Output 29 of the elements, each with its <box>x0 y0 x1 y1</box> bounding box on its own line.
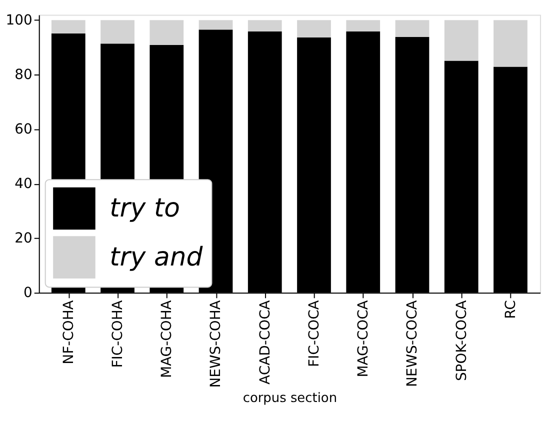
x-tick-label: NEWS-COCA <box>404 300 421 388</box>
y-tick-label: 20 <box>14 230 32 247</box>
x-tick-label: MAG-COCA <box>356 300 372 378</box>
bar <box>494 20 528 67</box>
y-tick-label: 40 <box>14 176 32 192</box>
bar <box>444 20 478 61</box>
bar <box>198 20 233 30</box>
y-tick-label: 60 <box>14 122 32 138</box>
x-axis-title: corpus section <box>242 390 338 406</box>
x-tick-label: NEWS-COHA <box>208 300 224 388</box>
bar <box>297 20 331 38</box>
x-tick-label: SPOK-COCA <box>454 300 470 382</box>
bar <box>51 20 86 34</box>
y-tick-label: 100 <box>6 12 32 29</box>
x-tick-label: MAG-COHA <box>159 300 176 378</box>
legend-label: try and <box>110 242 204 272</box>
bar <box>395 20 430 38</box>
bar <box>248 20 282 32</box>
bar <box>150 20 184 45</box>
x-tick-label: FIC-COCA <box>306 300 322 368</box>
bar <box>346 20 380 32</box>
x-tick-label: FIC-COHA <box>110 300 126 368</box>
legend-label: try to <box>110 193 180 224</box>
y-tick-label: 0 <box>24 285 32 302</box>
y-tick-label: 80 <box>14 67 32 84</box>
x-tick-label: ACAD-COCA <box>257 300 274 384</box>
x-tick-label: RC <box>502 300 519 319</box>
bar <box>100 20 134 44</box>
x-tick-label: NF-COHA <box>60 300 77 364</box>
